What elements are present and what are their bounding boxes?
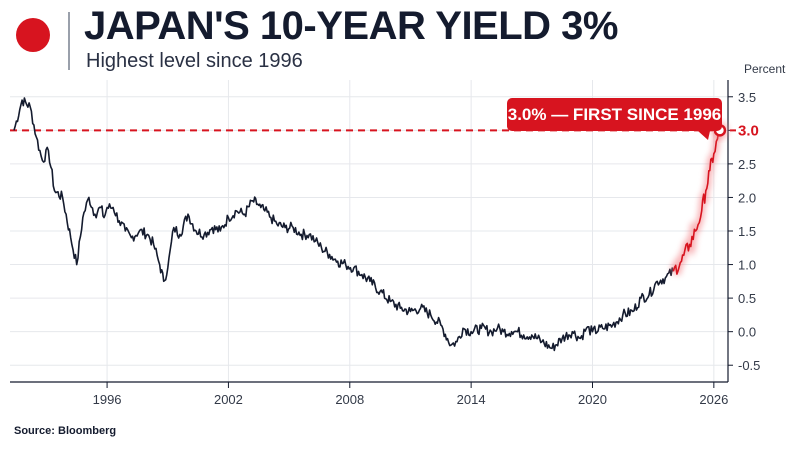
series-layer xyxy=(10,97,736,352)
y-tick-label: 1.5 xyxy=(738,224,756,239)
x-tick-label: 2026 xyxy=(699,392,728,407)
y-tick-label: 2.0 xyxy=(738,190,756,205)
callout-text: 3.0% — FIRST SINCE 1996 xyxy=(508,105,722,124)
x-tick-label: 2014 xyxy=(457,392,486,407)
x-axis-ticks: 1996 2002 2008 2014 2020 2026 xyxy=(93,382,728,407)
callout-box xyxy=(507,98,722,131)
callout-pointer xyxy=(698,131,710,140)
x-tick-label: 2002 xyxy=(214,392,243,407)
chart-subtitle: Highest level since 1996 xyxy=(86,50,303,72)
y-tick-label: 0.0 xyxy=(738,325,756,340)
y-tick-label: 2.5 xyxy=(738,157,756,172)
y-tick-label: -0.5 xyxy=(738,358,760,373)
y-tick-label: 3.5 xyxy=(738,90,756,105)
x-tick-label: 2008 xyxy=(335,392,364,407)
series-glow xyxy=(670,126,723,276)
y-tick-label: 0.5 xyxy=(738,291,756,306)
x-tick-label: 1996 xyxy=(93,392,122,407)
horizontal-gridlines xyxy=(10,96,728,366)
japan-flag-icon xyxy=(16,18,50,52)
chart-title: JAPAN'S 10-YEAR YIELD 3% xyxy=(84,4,618,48)
yield-line-historical xyxy=(13,97,675,352)
y-axis-ticks: -0.5 0.0 0.5 1.0 1.5 2.0 2.5 3.0 3.5 xyxy=(728,90,760,373)
yield-line-recent xyxy=(672,129,720,275)
callout-layer: 3.0% — FIRST SINCE 1996 xyxy=(507,98,729,140)
x-tick-label: 2020 xyxy=(578,392,607,407)
y-tick-label-highlight: 3.0 xyxy=(738,122,759,139)
title-divider xyxy=(68,12,70,70)
y-axis-unit-label: Percent xyxy=(744,62,786,76)
y-tick-label: 1.0 xyxy=(738,258,756,273)
source-note: Source: Bloomberg xyxy=(14,425,117,437)
